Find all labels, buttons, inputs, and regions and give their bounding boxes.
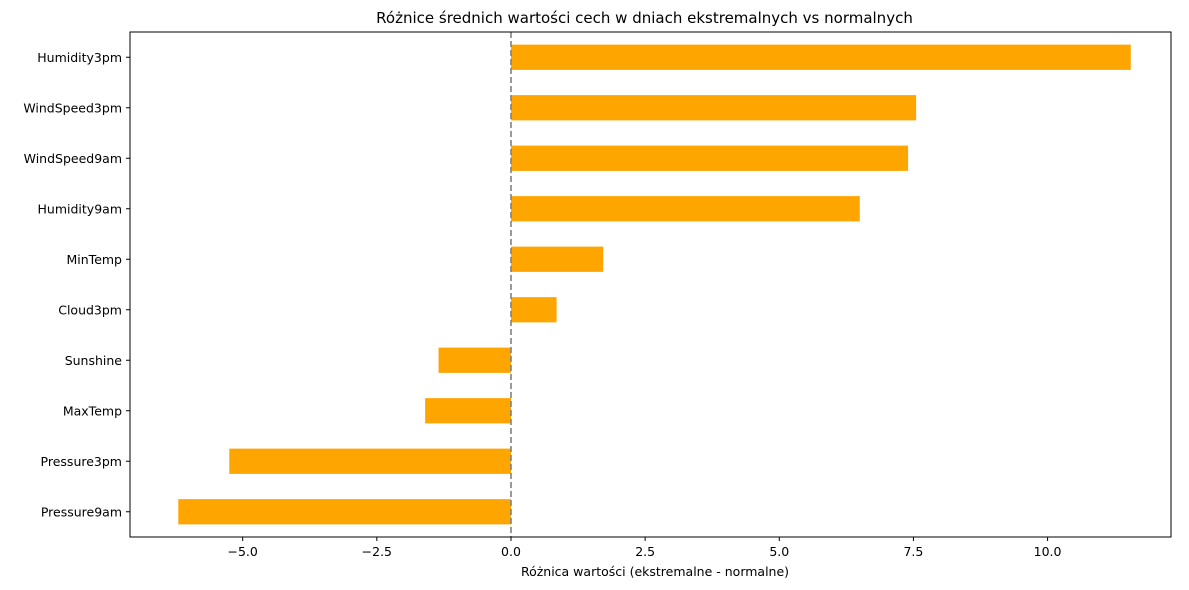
x-tick-label: 2.5 [635,544,655,559]
y-tick-label: Pressure3pm [41,454,122,469]
bar-sunshine [438,347,511,373]
bar-humidity9am [510,196,860,222]
y-tick-label: WindSpeed9am [24,151,122,166]
x-tick-label: −5.0 [228,544,258,559]
x-tick-label: −2.5 [362,544,392,559]
y-axis: Humidity3pm WindSpeed3pm WindSpeed9am Humid… [23,50,130,519]
bar-humidity3pm [510,44,1131,70]
bar-mintemp [510,246,604,272]
bar-cloud3pm [510,297,557,323]
y-tick-label: MinTemp [67,252,123,267]
plot-frame [129,31,1172,538]
y-tick-label: WindSpeed3pm [23,100,122,115]
y-tick-label: Humidity3pm [37,50,122,65]
x-axis: −5.0 −2.5 0.0 2.5 5.0 7.5 10.0 [228,537,1062,559]
y-tick-label: Pressure9am [41,504,122,519]
bar-pressure3pm [229,448,511,474]
y-tick-label: Sunshine [65,353,123,368]
bar-pressure9am [178,499,511,525]
x-tick-label: 7.5 [903,544,923,559]
chart-title: Różnice średnich wartości cech w dniach … [376,9,913,27]
x-tick-label: 5.0 [769,544,789,559]
x-axis-label: Różnica wartości (ekstremalne - normalne… [521,564,789,579]
bar-maxtemp [425,398,511,424]
bars-layer [178,44,1131,525]
bar-windspeed9am [510,145,909,171]
y-tick-label: MaxTemp [63,403,122,418]
bar-windspeed3pm [510,95,917,121]
y-tick-label: Cloud3pm [58,302,122,317]
y-tick-label: Humidity9am [38,201,122,216]
x-tick-label: 10.0 [1034,544,1062,559]
x-tick-label: 0.0 [501,544,521,559]
